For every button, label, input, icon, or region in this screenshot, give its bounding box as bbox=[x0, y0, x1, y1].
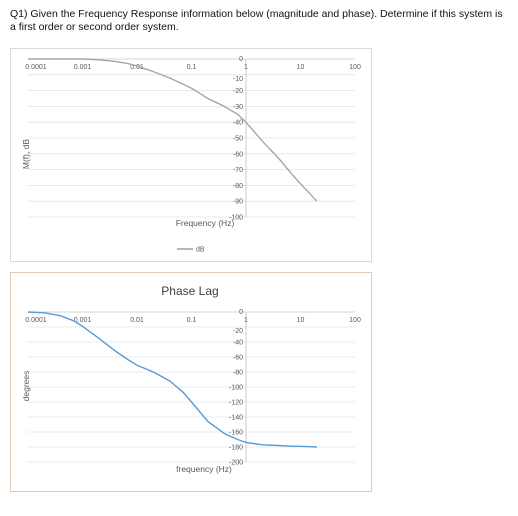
y-axis-title: degrees bbox=[21, 371, 31, 402]
y-tick-label: -80 bbox=[233, 370, 243, 377]
series-line bbox=[27, 311, 317, 448]
y-tick-label: -100 bbox=[229, 385, 243, 392]
x-tick-label: 0.001 bbox=[74, 317, 92, 324]
magnitude-chart-panel: 0 -10 -20 -30 -40 -50 -60 -70 -80 -90 -100 0.0001 0.… bbox=[10, 48, 372, 262]
y-tick-label: -20 bbox=[233, 88, 243, 95]
x-tick-label: 0.001 bbox=[74, 64, 92, 71]
y-tick-label: 0 bbox=[239, 56, 243, 63]
y-tick-label: -100 bbox=[229, 215, 243, 222]
y-tick-label: -30 bbox=[233, 104, 243, 111]
x-axis-title: Frequency (Hz) bbox=[176, 218, 235, 228]
phase-chart-panel: 0 -20 -40 -60 -80 -100 -120 -140 -160 -180 -200 0.0… bbox=[10, 272, 372, 492]
x-tick-label: 10 bbox=[297, 317, 305, 324]
x-tick-label: 0.1 bbox=[187, 64, 197, 71]
chart-title: Phase Lag bbox=[161, 284, 218, 298]
y-axis-title: M(f), dB bbox=[21, 139, 31, 170]
x-tick-label: 0.01 bbox=[130, 317, 144, 324]
x-tick-label: 0.1 bbox=[187, 317, 197, 324]
x-tick-label: 1 bbox=[244, 64, 248, 71]
phase-chart: 0 -20 -40 -60 -80 -100 -120 -140 -160 -180 -200 0.0… bbox=[21, 284, 361, 474]
magnitude-chart: 0 -10 -20 -30 -40 -50 -60 -70 -80 -90 -100 0.0001 0.… bbox=[21, 56, 361, 254]
series-line bbox=[28, 58, 318, 202]
y-tick-label: -20 bbox=[233, 328, 243, 335]
y-tick-label: -180 bbox=[229, 445, 243, 452]
y-tick-label: -60 bbox=[233, 151, 243, 158]
y-tick-label: -160 bbox=[229, 430, 243, 437]
legend-label: dB bbox=[196, 247, 205, 254]
question-text: Q1) Given the Frequency Response informa… bbox=[10, 8, 503, 33]
x-tick-label: 100 bbox=[349, 64, 361, 71]
x-tick-label: 10 bbox=[297, 64, 305, 71]
x-tick-label: 1 bbox=[244, 317, 248, 324]
y-tick-label: -70 bbox=[233, 167, 243, 174]
y-tick-label: 0 bbox=[239, 309, 243, 316]
y-tick-label: -90 bbox=[233, 199, 243, 206]
x-tick-label: 0.0001 bbox=[25, 64, 47, 71]
y-tick-label: -40 bbox=[233, 340, 243, 347]
y-tick-label: -40 bbox=[233, 120, 243, 127]
y-tick-label: -120 bbox=[229, 400, 243, 407]
y-tick-label: -10 bbox=[233, 76, 243, 83]
y-tick-label: -60 bbox=[233, 355, 243, 362]
y-tick-label: -80 bbox=[233, 183, 243, 190]
x-tick-label: 100 bbox=[349, 317, 361, 324]
y-tick-label: -140 bbox=[229, 415, 243, 422]
y-tick-label: -200 bbox=[229, 460, 243, 467]
x-tick-label: 0.0001 bbox=[25, 317, 47, 324]
x-tick-label: 0.01 bbox=[130, 64, 144, 71]
y-tick-label: -50 bbox=[233, 136, 243, 143]
x-axis-title: frequency (Hz) bbox=[176, 464, 232, 474]
